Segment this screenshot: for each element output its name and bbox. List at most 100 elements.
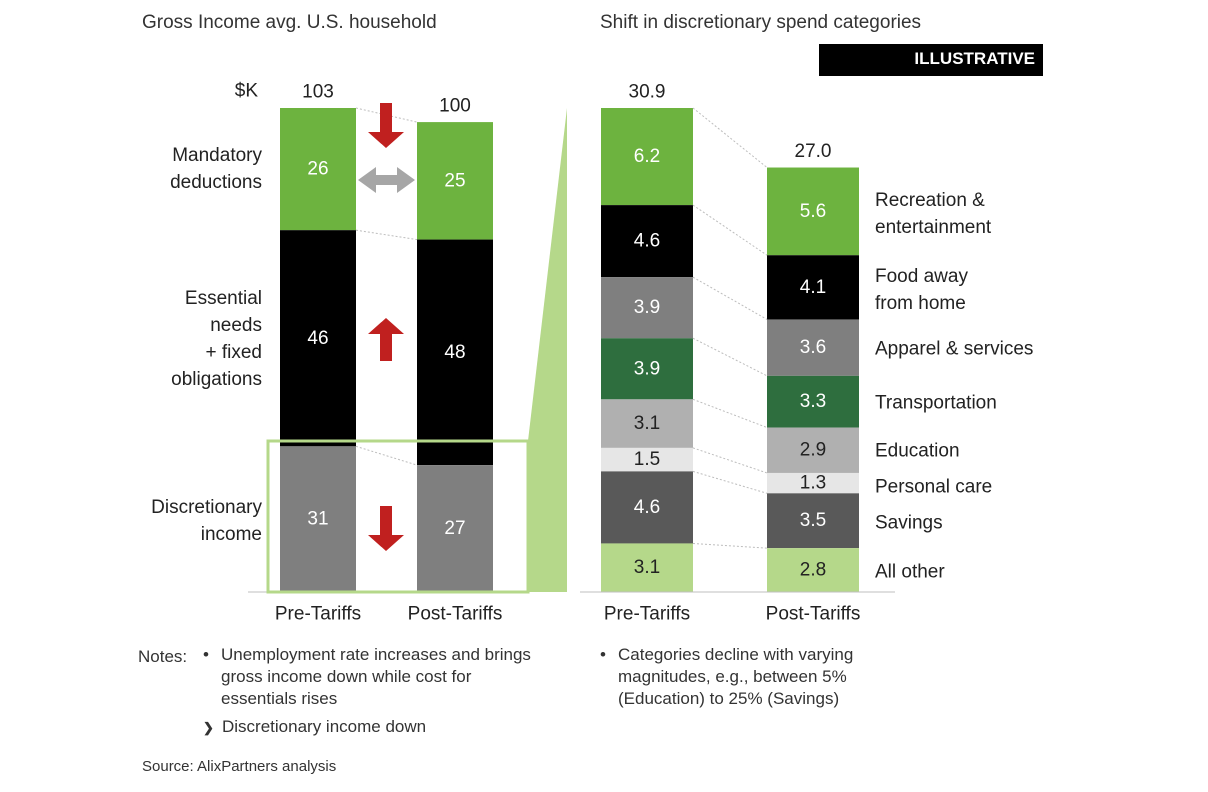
notes-right-line-3: (Education) to 25% (Savings) [618,689,840,708]
notes-left-bullet: • [203,645,209,664]
notes-left-line-1: Unemployment rate increases and brings [221,645,531,664]
right-connector-7 [692,542,768,549]
notes-label: Notes: [138,647,188,666]
left-connector-1 [355,229,418,241]
notes-right-bullet: • [600,645,606,664]
right-value-label: 3.5 [800,510,826,531]
right-segment-1-5 [767,472,859,494]
right-total-label: 30.9 [629,82,666,103]
right-value-label: 3.9 [634,297,660,318]
source-note: Source: AlixPartners analysis [142,758,337,775]
left-value-label: 26 [307,159,328,180]
unit-label: $K [235,81,259,102]
left-connector-0 [355,107,418,123]
right-connector-6 [692,470,768,494]
essentials-up-arrow [368,318,404,361]
deductions-flat-arrow [358,167,415,193]
right-connector-2 [692,276,768,320]
right-segment-0-2 [601,277,693,339]
illustrative-badge: ILLUSTRATIVE [819,44,1043,76]
right-total-label: 27.0 [795,141,832,162]
left-value-label: 27 [444,518,465,539]
right-value-label: 2.8 [800,560,826,581]
row-label-line: Discretionary [151,497,262,518]
left-value-label: 48 [444,342,465,363]
row-label-line: obligations [171,369,262,390]
legend-label-line: Education [875,441,960,462]
right-value-label: 4.6 [634,497,660,518]
right-category-label: Post-Tariffs [766,604,861,625]
right-value-label: 3.6 [800,337,826,358]
right-connector-0 [692,107,768,168]
left-segment-1-1 [417,239,493,466]
right-segment-0-3 [601,338,693,400]
legend-label-line: Apparel & services [875,339,1033,360]
notes-left-line-3: essentials rises [221,689,338,708]
notes-left-line-2: gross income down while cost for [221,667,472,686]
right-value-label: 3.1 [634,413,660,434]
right-segment-0-6 [601,471,693,544]
right-segment-0-1 [601,205,693,278]
left-value-label: 46 [307,328,328,349]
right-segment-1-0 [767,167,859,256]
left-total-label: 100 [439,96,471,117]
right-value-label: 1.5 [634,449,660,470]
right-value-label: 3.3 [800,391,826,412]
row-label-line: Essential [185,288,262,309]
right-segment-1-7 [767,548,859,592]
right-value-label: 2.9 [800,440,826,461]
right-segment-0-5 [601,447,693,472]
right-segment-1-6 [767,493,859,549]
notes-right-line-2: magnitudes, e.g., between 5% [618,667,847,686]
right-segment-0-7 [601,543,693,592]
legend-label-line: All other [875,562,945,583]
right-connector-5 [692,447,768,474]
legend-label-line: from home [875,293,966,314]
left-segment-0-2 [280,446,356,592]
left-category-label: Post-Tariffs [408,604,503,625]
right-value-label: 6.2 [634,146,660,167]
right-value-label: 3.1 [634,557,660,578]
left-segment-1-2 [417,465,493,592]
row-label-line: deductions [170,172,262,193]
row-label-line: income [201,524,262,545]
right-chart-title: Shift in discretionary spend categories [600,12,922,33]
zoom-wedge [528,108,567,592]
right-segment-0-4 [601,399,693,448]
left-connector-2 [355,445,418,466]
right-segment-1-3 [767,375,859,428]
right-value-label: 1.3 [800,473,826,494]
right-segment-1-1 [767,255,859,320]
left-value-label: 25 [444,170,465,191]
right-segment-1-4 [767,427,859,473]
right-value-label: 4.1 [800,277,826,298]
right-category-label: Pre-Tariffs [604,604,690,625]
left-segment-0-1 [280,230,356,447]
income-down-arrow [368,103,404,148]
right-value-label: 3.9 [634,358,660,379]
right-segment-0-0 [601,108,693,206]
row-label-line: + fixed [205,342,262,363]
left-chart-title: Gross Income avg. U.S. household [142,12,437,33]
notes-left-sub: Discretionary income down [222,717,427,736]
left-category-label: Pre-Tariffs [275,604,361,625]
legend-label-line: Personal care [875,477,992,498]
left-value-label: 31 [307,509,328,530]
notes-right-line-1: Categories decline with varying [618,645,854,664]
left-segment-1-0 [417,122,493,240]
right-connector-4 [692,398,768,429]
right-segment-1-2 [767,319,859,376]
legend-label-line: Transportation [875,393,997,414]
left-total-label: 103 [302,82,334,103]
legend-label-line: Savings [875,513,943,534]
right-connector-3 [692,337,768,377]
notes-sub-marker: ❯ [203,720,214,735]
legend-label-line: entertainment [875,217,992,238]
left-segment-0-0 [280,108,356,231]
legend-label-line: Food away [875,266,968,287]
right-value-label: 4.6 [634,231,660,252]
row-label-line: needs [210,315,262,336]
discretionary-down-arrow [368,506,404,551]
row-label-line: Mandatory [172,145,262,166]
